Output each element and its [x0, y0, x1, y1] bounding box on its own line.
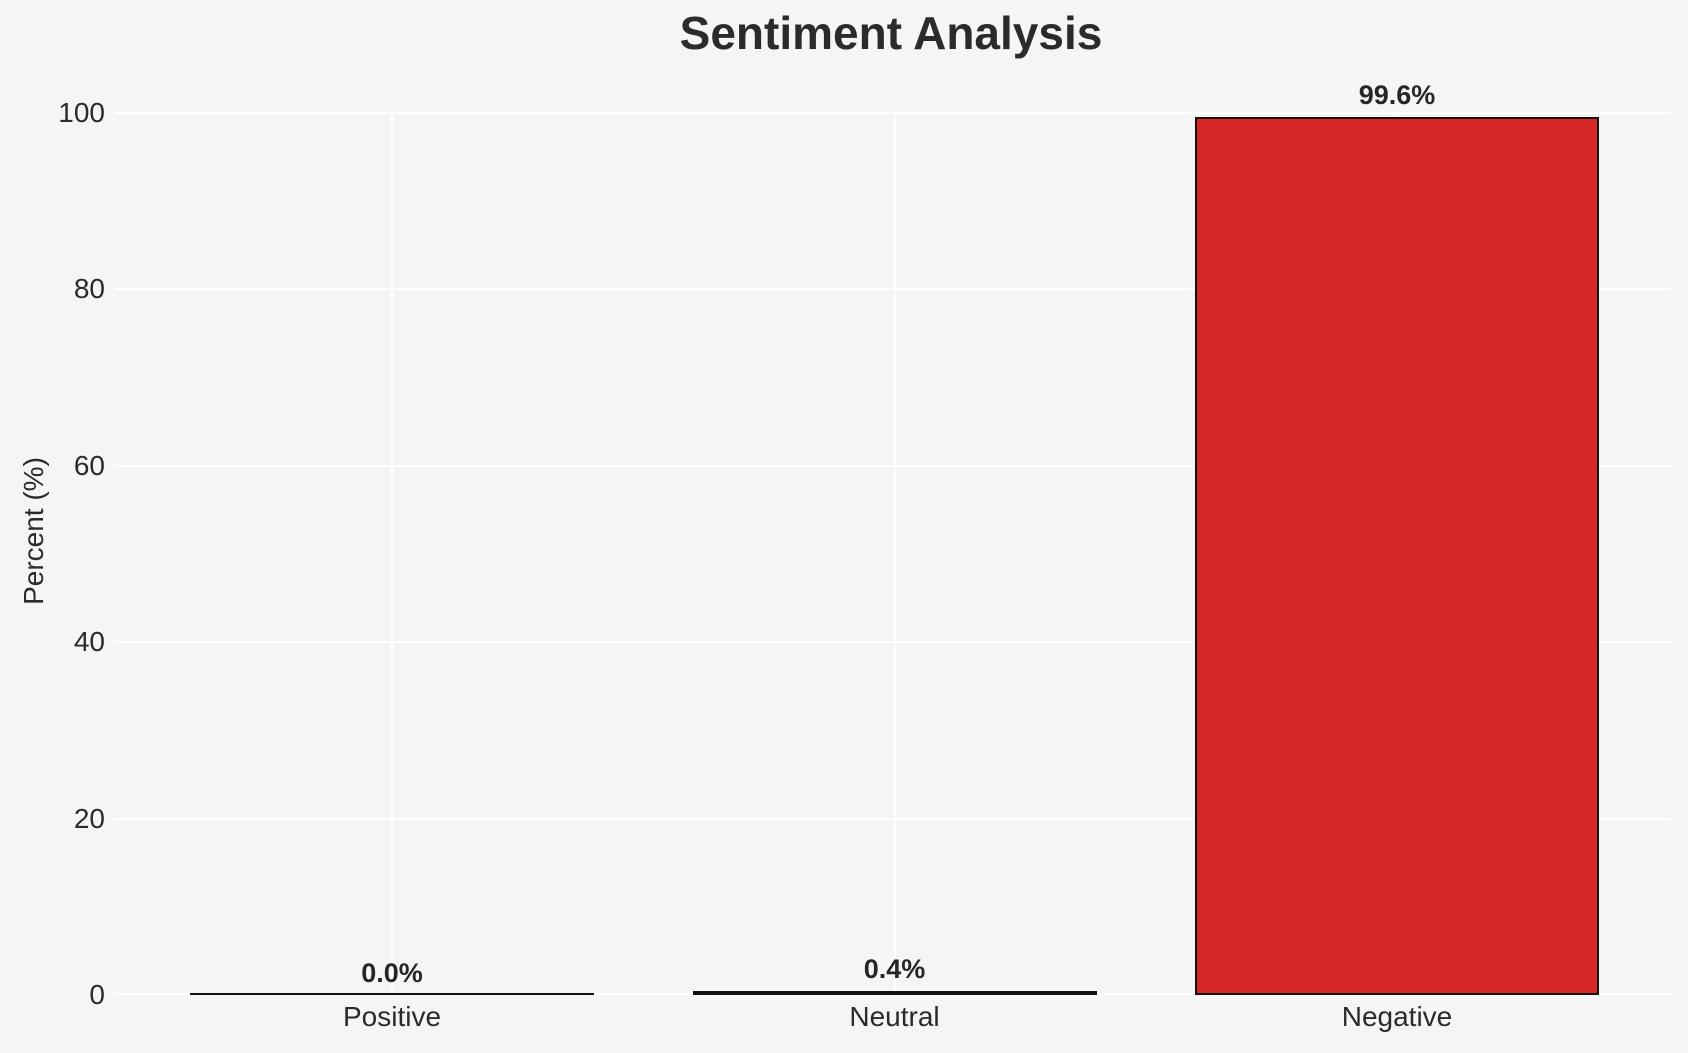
y-axis-label: Percent (%) [18, 457, 49, 605]
y-tick-label: 60 [73, 449, 105, 481]
chart-title: Sentiment Analysis [679, 7, 1103, 59]
bar-negative [1195, 116, 1599, 995]
gridline-horizontal [115, 288, 1670, 291]
y-tick-label: 20 [73, 802, 105, 834]
y-tick-label: 0 [89, 979, 105, 1010]
plot-area: 0 20 40 60 80 100 0.0% 0.4% 99.6% [58, 81, 1670, 1009]
x-tick-label-negative: Negative [1341, 1001, 1453, 1032]
gridline-vertical [391, 113, 393, 995]
gridline-horizontal [115, 464, 1670, 467]
bar-neutral [692, 991, 1097, 995]
bar-value-label: 0.4% [863, 954, 926, 985]
x-tick-label-positive: Positive [342, 1001, 442, 1032]
gridline-horizontal [115, 641, 1670, 644]
gridline-horizontal [115, 817, 1670, 820]
x-tick-label-neutral: Neutral [849, 1001, 940, 1032]
gridline-vertical [893, 113, 896, 995]
bar-value-label: 99.6% [1358, 79, 1436, 110]
y-tick-label: 40 [73, 626, 105, 658]
bar-positive [190, 992, 594, 995]
bar-value-label: 0.0% [361, 958, 423, 988]
y-tick-label: 100 [58, 97, 105, 128]
gridline-horizontal [115, 112, 1670, 114]
y-tick-label: 80 [73, 273, 105, 305]
